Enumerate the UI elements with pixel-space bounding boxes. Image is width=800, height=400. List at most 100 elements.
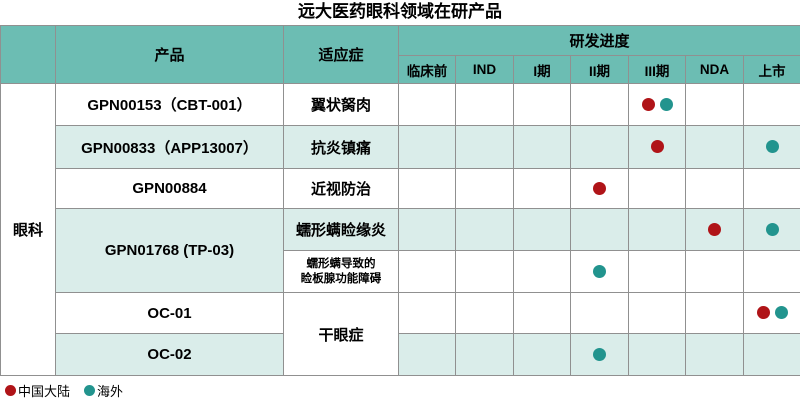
stage-cell (513, 208, 571, 251)
product-cell: GPN00153（CBT-001） (55, 83, 284, 126)
stage-cell (570, 125, 629, 169)
header-stage-nda: NDA (685, 55, 744, 84)
header-indication: 适应症 (283, 25, 399, 84)
stage-cell (398, 208, 456, 251)
cn-dot (5, 385, 16, 396)
overseas-dot (659, 97, 673, 111)
table-row: GPN00833（APP13007） 抗炎镇痛 (1, 125, 800, 169)
table-row: 眼科 GPN00153（CBT-001） 翼状胬肉 (0, 83, 800, 376)
legend-item-cn: 中国大陆 (5, 381, 70, 400)
stage-cell (628, 333, 686, 376)
legend-label-cn: 中国大陆 (18, 384, 71, 399)
stage-cell (685, 168, 744, 209)
stage-cell (628, 250, 686, 293)
stage-cell (455, 168, 514, 209)
page-title: 远大医药眼科领域在研产品 (298, 2, 502, 21)
stage-cell (685, 208, 744, 251)
legend-label-overseas: 海外 (97, 384, 124, 399)
cn-dot (708, 222, 721, 236)
header-stage-marketed: 上市 (742, 55, 800, 84)
header-stage-preclinical: 临床前 (398, 55, 456, 84)
stage-cell (742, 83, 800, 126)
stage-cell (455, 208, 514, 251)
stage-cell (513, 333, 571, 376)
stage-cell (513, 292, 571, 334)
indication-cell: 翼状胬肉 (283, 83, 399, 126)
cn-dot (756, 306, 770, 320)
overseas-dot (593, 347, 606, 361)
stage-cell (513, 83, 571, 126)
cn-dot (641, 97, 655, 111)
product-cell: GPN00833（APP13007） (55, 125, 284, 169)
overseas-dot (765, 222, 779, 236)
row-group-label: 眼科 (0, 83, 56, 376)
overseas-dot (84, 385, 96, 396)
product-cell: OC-02 (55, 333, 284, 376)
indication-cell: 近视防治 (283, 168, 399, 209)
stage-cell (685, 83, 744, 126)
stage-cell (513, 250, 571, 293)
table-row: GPN00884 近视防治 (1, 168, 800, 209)
stage-cell (570, 83, 629, 126)
stage-cell (570, 168, 629, 209)
stage-cell (628, 208, 686, 251)
stage-cell (398, 125, 456, 169)
overseas-dot (593, 264, 606, 278)
stage-cell (628, 292, 686, 334)
stage-cell (742, 168, 800, 209)
table-row: OC-01 干眼症 (1, 292, 800, 376)
product-cell: GPN00884 (55, 168, 284, 209)
stage-cell (628, 125, 686, 169)
overseas-dot (765, 140, 779, 154)
header-product: 产品 (55, 25, 284, 84)
stage-cell (398, 292, 456, 334)
stage-cell (628, 83, 686, 126)
stage-cell (455, 333, 514, 376)
stage-cell (398, 83, 456, 126)
indication-cell: 抗炎镇痛 (283, 125, 399, 169)
table-row: GPN01768 (TP-03) 蠕形螨睑缘炎 (1, 208, 800, 293)
stage-cell (628, 168, 686, 209)
pipeline-table: 产品 适应症 研发进度 临床前 IND I期 II期 III期 NDA 上市 眼… (0, 25, 800, 376)
stage-cell (685, 333, 744, 376)
table-row: 蠕形螨导致的 睑板腺功能障碍 (1, 250, 800, 293)
stage-cell (455, 250, 514, 293)
stage-cell (570, 250, 629, 293)
product-cell: GPN01768 (TP-03) (55, 208, 284, 293)
stage-cell (742, 208, 800, 251)
header-stage-ind: IND (455, 55, 514, 84)
stage-cell (742, 250, 800, 293)
header-stage-phase1: I期 (513, 55, 571, 84)
product-cell: OC-01 (55, 292, 284, 334)
stage-cell (455, 83, 514, 126)
stage-cell (398, 333, 456, 376)
stage-cell (742, 125, 800, 169)
header-stage-phase3: III期 (628, 55, 686, 84)
overseas-dot (774, 306, 788, 320)
stage-cell (742, 292, 800, 334)
indication-cell: 蠕形螨导致的 睑板腺功能障碍 (283, 250, 399, 293)
header-progress: 研发进度 (397, 25, 800, 56)
legend: 中国大陆 海外 (5, 381, 123, 400)
stage-cell (398, 250, 456, 293)
stage-cell (742, 333, 800, 376)
stage-cell (570, 292, 629, 334)
stage-cell (570, 208, 629, 251)
header-corner-cell (0, 25, 56, 84)
legend-item-overseas: 海外 (84, 381, 123, 400)
stage-cell (513, 168, 571, 209)
table-row: OC-02 (1, 333, 800, 376)
stage-cell (513, 125, 571, 169)
cn-dot (593, 181, 606, 195)
header-stage-phase2: II期 (570, 55, 629, 84)
stage-cell (685, 125, 744, 169)
stage-cell (685, 250, 744, 293)
stage-cell (398, 168, 456, 209)
stage-cell (570, 333, 629, 376)
stage-cell (455, 125, 514, 169)
stage-cell (455, 292, 514, 334)
stage-cell (685, 292, 744, 334)
indication-cell: 干眼症 (283, 292, 399, 376)
cn-dot (650, 140, 664, 154)
indication-cell: 蠕形螨睑缘炎 (283, 208, 399, 251)
